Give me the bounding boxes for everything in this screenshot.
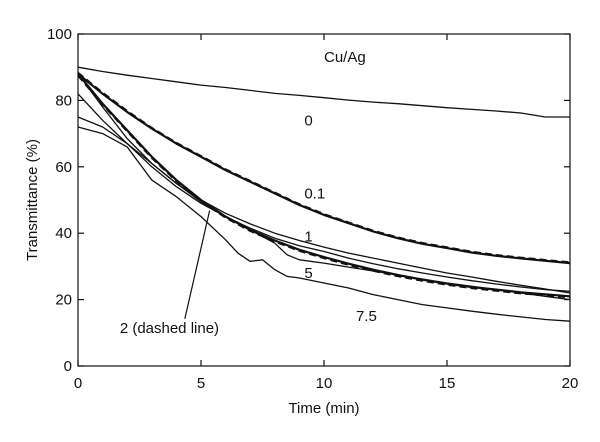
series-line-1	[77, 66, 570, 118]
pointer-line	[184, 210, 211, 319]
y-axis-title: Transmittance (%)	[24, 139, 41, 261]
y-tick-label: 60	[55, 159, 72, 176]
legend-title: Cu/Ag	[324, 49, 366, 66]
pointer-label: 2 (dashed line)	[120, 320, 219, 337]
y-tick-label: 80	[55, 92, 72, 109]
series-line-3	[77, 71, 571, 263]
x-tick-label: 20	[562, 375, 579, 392]
y-tick-label: 0	[64, 358, 72, 375]
series-line-8	[77, 126, 571, 322]
y-tick-label: 100	[47, 26, 72, 43]
curve-annotations: Cu/Ag 0 0.1 1 5 7.5 2 (dashed line)	[120, 49, 377, 337]
x-tick-label: 15	[439, 375, 456, 392]
curve-label: 5	[304, 265, 312, 282]
curve-label: 7.5	[356, 308, 377, 325]
curve-label: 0.1	[304, 185, 325, 202]
series-line-9	[77, 116, 571, 292]
series-line-2	[77, 72, 571, 265]
curve-label: 1	[304, 229, 312, 246]
x-tick-label: 10	[316, 375, 333, 392]
series-line-7	[77, 93, 571, 301]
series-line-4	[77, 73, 571, 294]
x-tick-label: 0	[74, 375, 82, 392]
x-tick-label: 5	[197, 375, 205, 392]
data-curves	[77, 66, 571, 322]
y-tick-label: 20	[55, 292, 72, 309]
curve-label: 0	[304, 112, 312, 129]
y-tick-label: 40	[55, 225, 72, 242]
x-axis-title: Time (min)	[288, 400, 359, 417]
